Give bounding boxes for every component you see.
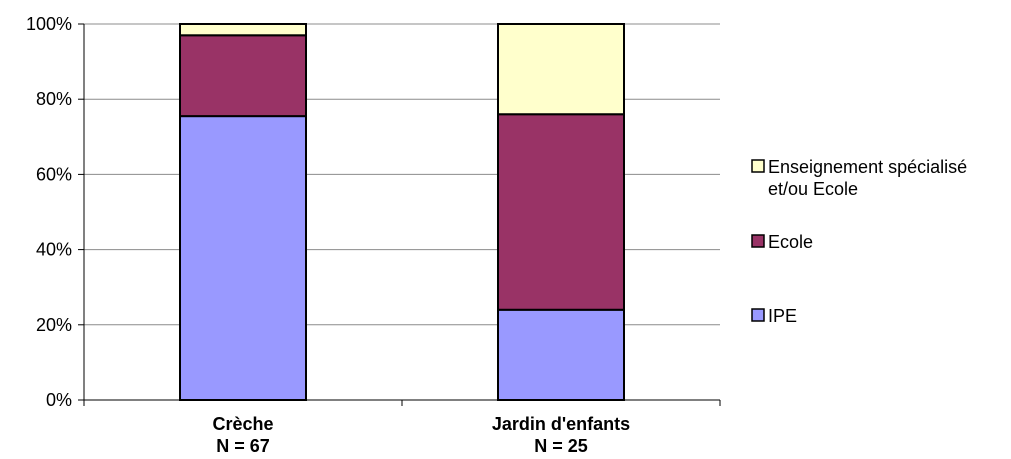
x-tick-label: Crèche	[212, 414, 273, 434]
legend-label: Enseignement spécialisé	[768, 157, 967, 177]
y-tick-label: 0%	[46, 390, 72, 410]
bar-segment	[179, 34, 307, 118]
y-tick-label: 80%	[36, 89, 72, 109]
legend-label: IPE	[768, 306, 797, 326]
bars	[179, 23, 625, 402]
x-tick-label: N = 25	[534, 436, 588, 456]
legend-swatch	[751, 159, 765, 173]
y-tick-label: 60%	[36, 164, 72, 184]
legend-label: Ecole	[768, 232, 813, 252]
bar-segment	[179, 23, 307, 37]
x-tick-label: Jardin d'enfants	[492, 414, 630, 434]
bar-segment	[497, 23, 625, 116]
legend-label: et/ou Ecole	[768, 179, 858, 199]
y-tick-label: 40%	[36, 240, 72, 260]
axes	[78, 23, 721, 406]
bar-segment	[497, 308, 625, 402]
y-tick-labels: 0% 20% 40% 60% 80% 100%	[26, 14, 72, 410]
x-tick-label: N = 67	[216, 436, 270, 456]
bar-segment	[179, 115, 307, 402]
y-tick-label: 20%	[36, 315, 72, 335]
legend-swatch	[751, 234, 765, 248]
legend-swatch	[751, 308, 765, 322]
y-tick-label: 100%	[26, 14, 72, 34]
bar-segment	[497, 113, 625, 311]
